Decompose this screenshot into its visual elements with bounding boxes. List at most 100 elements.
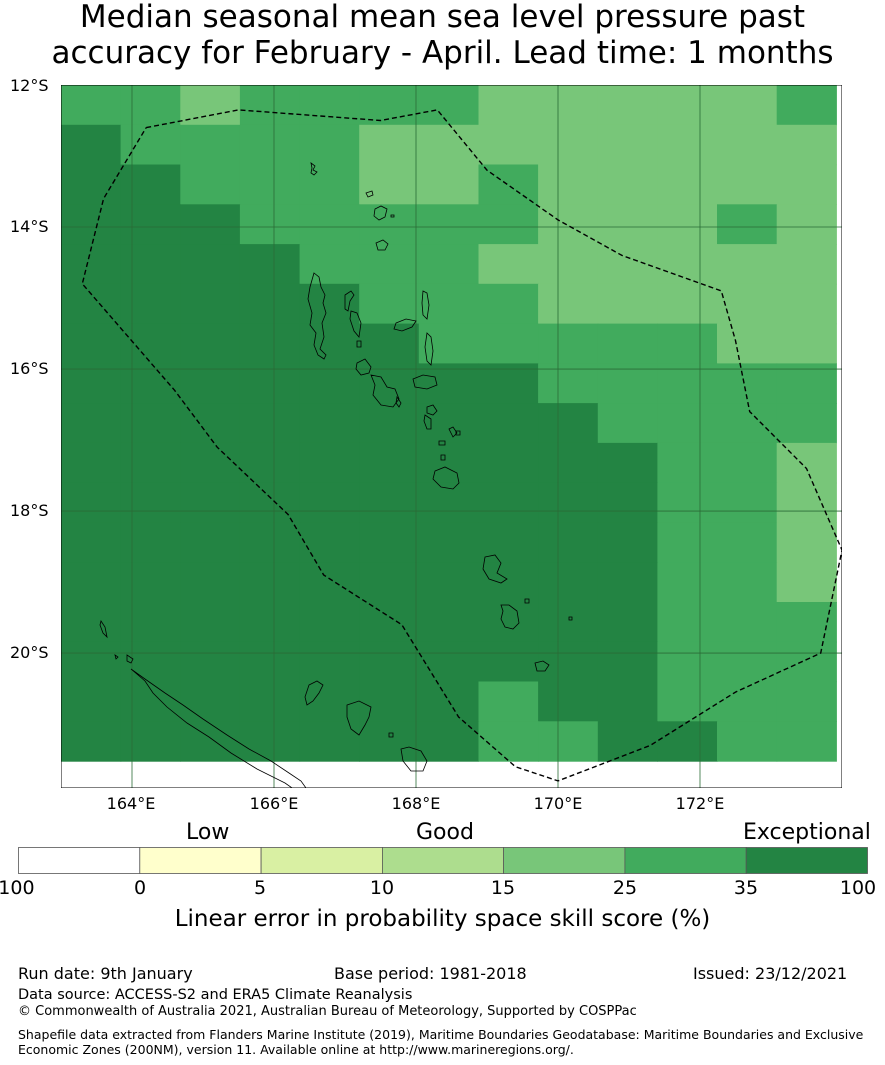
skill-cell (657, 164, 718, 205)
skill-cell (239, 721, 301, 762)
lat-label: 18°S (10, 501, 49, 520)
skill-cell (418, 522, 479, 563)
skill-cell (597, 681, 658, 722)
skill-cell (717, 283, 778, 325)
skill-cell (299, 482, 360, 524)
skill-cell (538, 681, 599, 722)
skill-cell (657, 602, 718, 643)
skill-cell (657, 681, 718, 722)
skill-cell (359, 363, 420, 404)
skill-cell (359, 164, 420, 205)
colorbar-tick: 25 (612, 877, 638, 899)
skill-cell (180, 602, 241, 643)
island-outline (421, 290, 430, 320)
skill-cell (657, 562, 718, 603)
skill-cell (657, 85, 718, 126)
skill-cell (359, 244, 420, 285)
skill-cell (597, 124, 658, 166)
skill-cell (359, 442, 420, 484)
skill-cell (538, 482, 599, 524)
base-period: Base period: 1981-2018 (334, 964, 527, 983)
skill-cell (776, 403, 837, 444)
skill-cell (239, 124, 301, 166)
skill-cell (120, 244, 181, 285)
skill-cell (180, 562, 241, 603)
skill-cell (418, 124, 479, 166)
skill-cell (538, 641, 599, 683)
skill-cell (120, 522, 181, 563)
skill-cell (717, 323, 778, 364)
skill-cell (239, 403, 301, 444)
lat-label: 16°S (10, 359, 49, 378)
skill-cell (299, 403, 360, 444)
skill-cell (418, 244, 479, 285)
skill-cell (418, 482, 479, 524)
skill-cell (299, 522, 360, 563)
skill-cell (180, 482, 241, 524)
skill-cell (61, 681, 122, 722)
skill-cell (776, 721, 837, 762)
skill-cell (180, 641, 241, 683)
island-outline (99, 620, 108, 639)
skill-cell (717, 85, 778, 126)
skill-cell (597, 562, 658, 603)
skill-cell (239, 442, 301, 484)
island-outline (426, 404, 438, 416)
skill-cell (359, 522, 420, 563)
skill-cell (120, 602, 181, 643)
skill-cell (717, 562, 778, 603)
skill-cell (657, 721, 718, 762)
skill-cell (120, 442, 181, 484)
skill-cell (776, 562, 837, 603)
skill-cell (657, 124, 718, 166)
island-outline (126, 654, 134, 664)
skill-cell (717, 482, 778, 524)
lon-label: 172°E (675, 794, 725, 813)
legend-category-low: Low (186, 820, 230, 845)
skill-cell (597, 204, 658, 245)
run-date: Run date: 9th January (18, 964, 193, 983)
skill-cell (597, 363, 658, 404)
skill-cell (61, 323, 122, 364)
skill-cell (418, 562, 479, 603)
skill-cell (180, 442, 241, 484)
skill-cell (120, 164, 181, 205)
skill-cell (180, 403, 241, 444)
lat-label: 14°S (10, 217, 49, 236)
skill-cell (776, 244, 837, 285)
shapefile-credit-line-2: Economic Zones (200NM), version 11. Avai… (18, 1042, 574, 1057)
skill-cell (418, 442, 479, 484)
skill-cell (597, 482, 658, 524)
island-outline (130, 668, 307, 788)
colorbar-swatch (18, 847, 141, 874)
island-outline (307, 272, 327, 360)
skill-cell (657, 641, 718, 683)
skill-cell (359, 204, 420, 245)
skill-cell (418, 164, 479, 205)
skill-cell (180, 85, 241, 126)
skill-cell (120, 283, 181, 325)
colorbar-tick: 35 (733, 877, 759, 899)
skill-cell (239, 283, 301, 325)
skill-cell (657, 442, 718, 484)
skill-cell (717, 641, 778, 683)
skill-cell (776, 641, 837, 683)
island-outline (388, 732, 394, 738)
skill-cell (120, 641, 181, 683)
island-outline (440, 454, 446, 461)
skill-cell (717, 602, 778, 643)
skill-cell (120, 562, 181, 603)
skill-cell (776, 204, 837, 245)
lat-label: 20°S (10, 643, 49, 662)
skill-cell (239, 244, 301, 285)
skill-cell (657, 482, 718, 524)
skill-cell (180, 164, 241, 205)
island-outline (114, 654, 119, 660)
skill-cell (359, 562, 420, 603)
island-outline (423, 414, 432, 430)
lon-label: 166°E (249, 794, 299, 813)
skill-cell (538, 124, 599, 166)
skill-cell (418, 641, 479, 683)
skill-cell (717, 522, 778, 563)
skill-cell (776, 283, 837, 325)
